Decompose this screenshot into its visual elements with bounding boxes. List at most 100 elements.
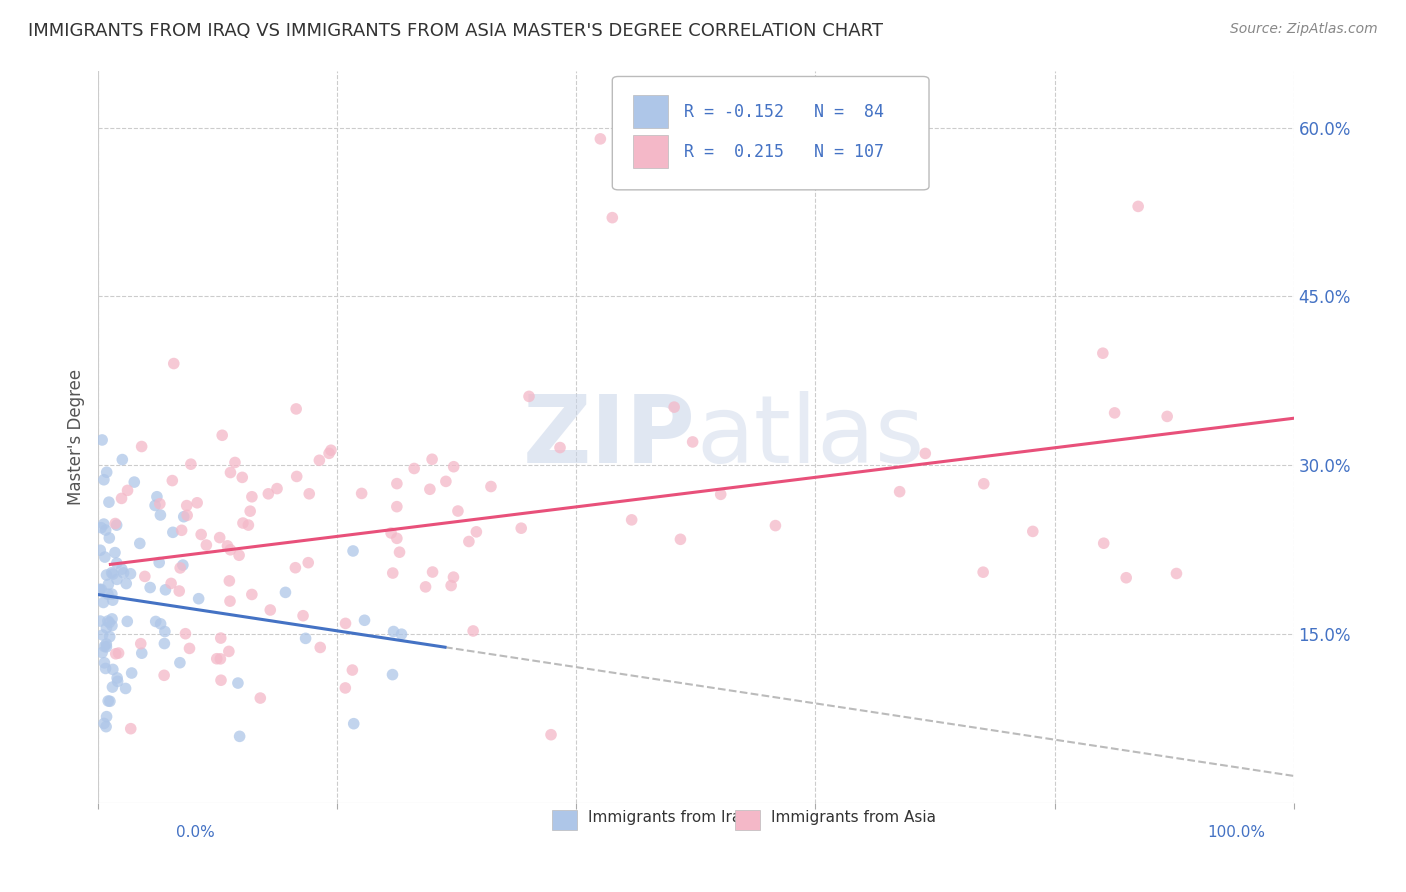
Point bbox=[162, 474, 184, 488]
Point bbox=[89, 543, 111, 558]
Point bbox=[342, 663, 364, 677]
Point bbox=[162, 525, 184, 540]
Point bbox=[343, 716, 366, 731]
Point bbox=[465, 524, 488, 539]
Point bbox=[104, 647, 127, 661]
Point bbox=[682, 434, 704, 449]
Point bbox=[388, 545, 411, 559]
Point bbox=[1115, 571, 1137, 585]
Point bbox=[98, 630, 121, 644]
Point bbox=[97, 587, 120, 601]
Point bbox=[153, 668, 176, 682]
Point bbox=[297, 556, 319, 570]
Point bbox=[170, 523, 193, 537]
Point bbox=[173, 509, 195, 524]
Point bbox=[139, 581, 162, 595]
Point bbox=[589, 132, 612, 146]
Point bbox=[1128, 199, 1150, 213]
Point bbox=[179, 641, 201, 656]
Point bbox=[101, 593, 124, 607]
Point bbox=[105, 671, 128, 685]
Point bbox=[91, 433, 114, 447]
Point bbox=[93, 473, 115, 487]
Point bbox=[90, 521, 112, 535]
Point bbox=[96, 709, 118, 723]
Point bbox=[350, 486, 373, 500]
Point bbox=[309, 640, 332, 655]
Point bbox=[101, 587, 124, 601]
Point bbox=[510, 521, 533, 535]
Point bbox=[93, 517, 115, 532]
Point bbox=[105, 518, 128, 533]
Point bbox=[90, 582, 112, 597]
Text: ZIP: ZIP bbox=[523, 391, 696, 483]
Text: 0.0%: 0.0% bbox=[176, 825, 215, 840]
Point bbox=[114, 681, 136, 696]
Point bbox=[259, 603, 281, 617]
Point bbox=[91, 628, 114, 642]
Point bbox=[94, 720, 117, 734]
Text: atlas: atlas bbox=[696, 391, 924, 483]
Point bbox=[548, 441, 571, 455]
Point bbox=[479, 479, 502, 493]
Point bbox=[765, 518, 787, 533]
Point bbox=[98, 531, 121, 545]
Point bbox=[105, 573, 128, 587]
Point bbox=[117, 615, 139, 629]
Point bbox=[97, 495, 120, 509]
Point bbox=[145, 615, 167, 629]
Point bbox=[335, 681, 357, 695]
Point bbox=[226, 676, 249, 690]
Point bbox=[285, 401, 308, 416]
Point bbox=[443, 459, 465, 474]
Point bbox=[107, 646, 129, 660]
Point bbox=[187, 591, 209, 606]
FancyBboxPatch shape bbox=[613, 77, 929, 190]
Point bbox=[284, 560, 307, 574]
Point bbox=[155, 582, 177, 597]
Point bbox=[205, 651, 228, 665]
Point bbox=[101, 680, 124, 694]
Point bbox=[97, 577, 120, 591]
Point bbox=[149, 508, 172, 522]
Point bbox=[195, 538, 218, 552]
Point bbox=[94, 550, 117, 565]
Point bbox=[98, 615, 121, 630]
Point bbox=[381, 566, 404, 580]
Point bbox=[105, 556, 128, 570]
Point bbox=[101, 567, 124, 582]
Point bbox=[463, 624, 485, 638]
Point bbox=[169, 656, 191, 670]
Point bbox=[97, 614, 120, 628]
Point bbox=[101, 662, 124, 676]
Point bbox=[274, 585, 297, 599]
Point bbox=[669, 533, 692, 547]
FancyBboxPatch shape bbox=[633, 135, 668, 168]
Point bbox=[112, 566, 135, 580]
Point bbox=[128, 536, 150, 550]
Point bbox=[662, 400, 685, 414]
Point bbox=[602, 211, 624, 225]
Point bbox=[91, 646, 114, 660]
Point bbox=[100, 566, 122, 580]
Point bbox=[111, 452, 134, 467]
Point bbox=[382, 624, 405, 639]
Point bbox=[440, 578, 463, 592]
Point bbox=[115, 576, 138, 591]
Point bbox=[209, 652, 232, 666]
Point bbox=[129, 637, 152, 651]
Text: Source: ZipAtlas.com: Source: ZipAtlas.com bbox=[1230, 22, 1378, 37]
Point bbox=[121, 666, 143, 681]
Point bbox=[294, 632, 316, 646]
Point bbox=[169, 561, 191, 575]
Point bbox=[153, 624, 176, 639]
Point bbox=[94, 661, 117, 675]
Point bbox=[415, 580, 437, 594]
Point bbox=[319, 443, 342, 458]
Point bbox=[540, 728, 562, 742]
Point bbox=[186, 496, 208, 510]
Point bbox=[172, 558, 194, 572]
Point bbox=[101, 618, 124, 632]
Point bbox=[143, 499, 166, 513]
Point bbox=[96, 568, 118, 582]
